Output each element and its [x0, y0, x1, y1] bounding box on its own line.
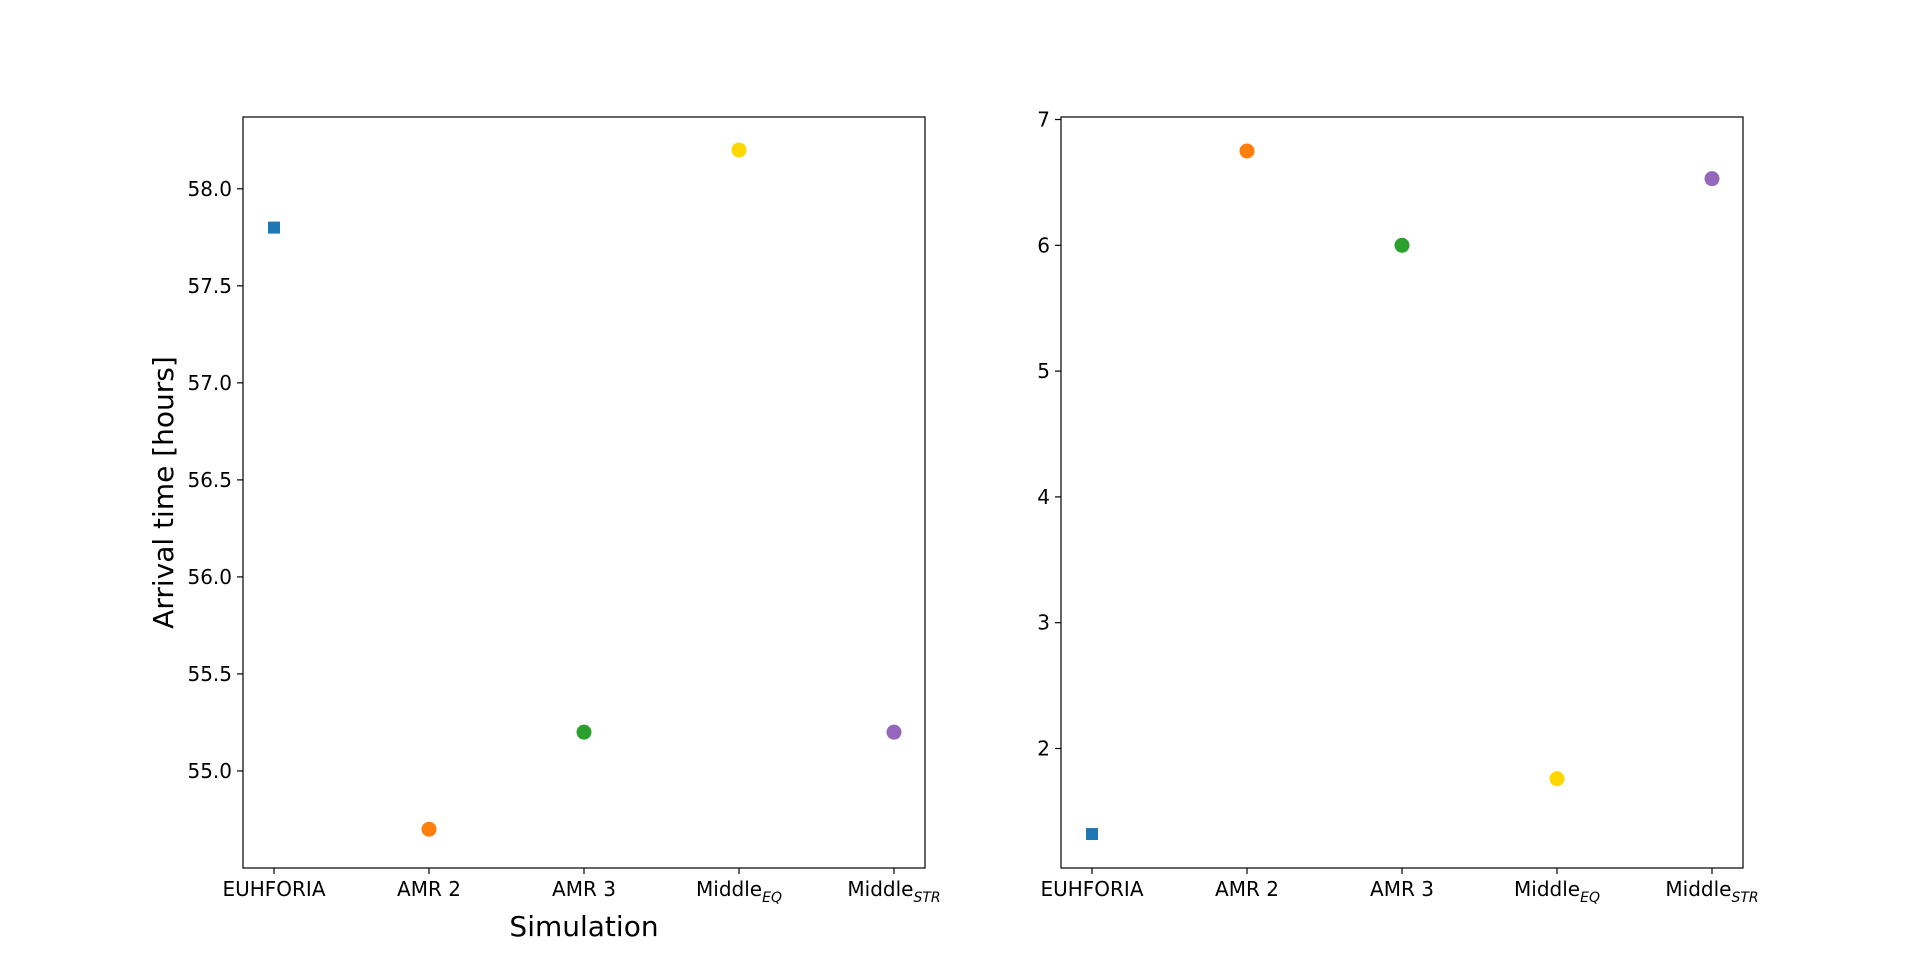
y-tick-label: 4: [1037, 485, 1050, 509]
data-point-3: [731, 142, 747, 158]
plot-frame: [1060, 116, 1744, 869]
y-tick-label: 2: [1037, 736, 1050, 760]
x-tick-label: MiddleSTR: [847, 877, 940, 906]
data-point-2: [1394, 237, 1410, 253]
y-axis-title: Arrival time [hours]: [147, 356, 180, 629]
x-tick-label: EUHFORIA: [222, 877, 325, 901]
data-point-2: [576, 724, 592, 740]
x-tick-label: EUHFORIA: [1040, 877, 1143, 901]
y-tick-label: 58.0: [187, 177, 232, 201]
x-tick-label: AMR 3: [552, 877, 616, 901]
y-tick-label: 6: [1037, 233, 1050, 257]
y-tick-label: 57.0: [187, 371, 232, 395]
left-panel-arrival-time: 55.0 55.5 56.0 56.5 57.0 57.5 58.0 EUHFORIA AMR …: [147, 116, 941, 943]
data-point-4: [1704, 171, 1720, 187]
x-tick-label: AMR 2: [1215, 877, 1279, 901]
data-point-0: [1086, 828, 1098, 841]
data-point-1: [421, 821, 437, 837]
y-tick-label: 3: [1037, 611, 1050, 635]
data-point-0: [268, 221, 280, 234]
x-tick-label: AMR 3: [1370, 877, 1434, 901]
x-tick-label: MiddleEQ: [696, 877, 782, 906]
y-tick-label: 57.5: [187, 274, 232, 298]
data-point-4: [886, 724, 902, 740]
y-tick-label: 56.0: [187, 565, 232, 589]
data-point-1: [1239, 143, 1255, 159]
x-axis-title: Simulation: [509, 910, 658, 943]
y-tick-label: 5: [1037, 359, 1050, 383]
right-panel: 2 3 4 5 6 7 EUHFORIA AMR 2 AMR 3 MiddleEQ MiddleST…: [1037, 108, 1758, 906]
y-tick-label: 7: [1037, 108, 1050, 132]
plot-frame: [242, 116, 926, 869]
x-tick-label: MiddleEQ: [1514, 877, 1600, 906]
y-tick-label: 56.5: [187, 468, 232, 492]
y-tick-label: 55.5: [187, 662, 232, 686]
x-tick-label: MiddleSTR: [1665, 877, 1758, 906]
x-tick-label: AMR 2: [397, 877, 461, 901]
data-point-3: [1549, 771, 1565, 787]
y-tick-label: 55.0: [187, 759, 232, 783]
